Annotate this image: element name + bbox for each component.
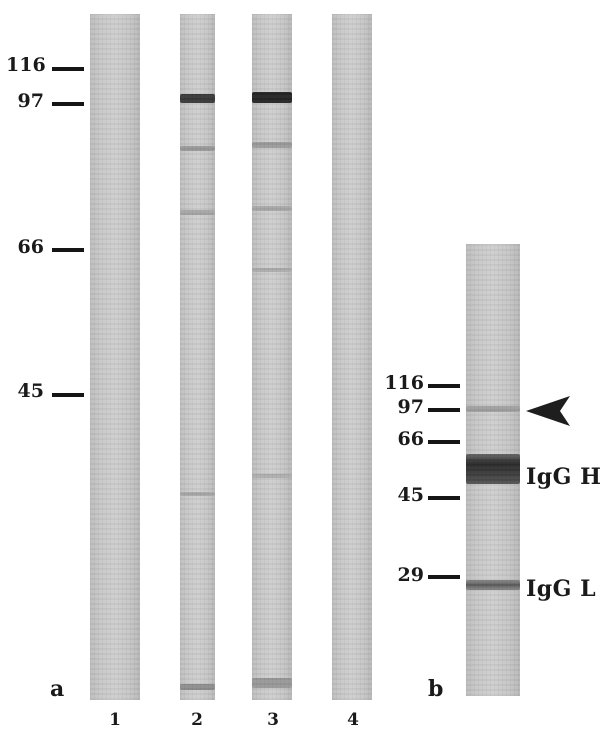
marker-tick-66 — [428, 440, 460, 444]
gel-lane-2 — [180, 14, 215, 700]
band-igg-light — [466, 580, 520, 590]
marker-tick-45 — [52, 393, 84, 397]
gel-lane-b — [466, 244, 520, 696]
marker-label-116: 116 — [384, 372, 424, 394]
marker-label-29: 29 — [397, 564, 424, 586]
gel-lane-4 — [332, 14, 372, 700]
igg-light-label: IgG L — [526, 576, 597, 602]
marker-tick-45 — [428, 496, 460, 500]
lane-number-2: 2 — [191, 710, 203, 730]
band-97kda — [466, 406, 520, 412]
marker-label-66: 66 — [17, 236, 44, 258]
marker-label-97: 97 — [17, 90, 44, 112]
marker-label-45: 45 — [397, 484, 424, 506]
marker-tick-97 — [52, 102, 84, 106]
marker-tick-116 — [52, 67, 84, 71]
gel-lane-3 — [252, 14, 292, 700]
band-igg-heavy — [466, 454, 520, 484]
lane-number-4: 4 — [347, 710, 359, 730]
igg-heavy-label: IgG H — [526, 464, 602, 490]
lane-number-3: 3 — [267, 710, 279, 730]
lane-number-1: 1 — [109, 710, 121, 730]
marker-label-97: 97 — [397, 396, 424, 418]
arrowhead-left-icon — [526, 396, 570, 426]
panel-letter-a: a — [50, 676, 65, 702]
marker-label-66: 66 — [397, 428, 424, 450]
marker-tick-29 — [428, 575, 460, 579]
panel-letter-b: b — [428, 676, 444, 702]
marker-tick-97 — [428, 408, 460, 412]
marker-label-116: 116 — [6, 54, 46, 76]
marker-label-45: 45 — [17, 380, 44, 402]
marker-tick-66 — [52, 248, 84, 252]
gel-lane-1 — [90, 14, 140, 700]
marker-tick-116 — [428, 384, 460, 388]
